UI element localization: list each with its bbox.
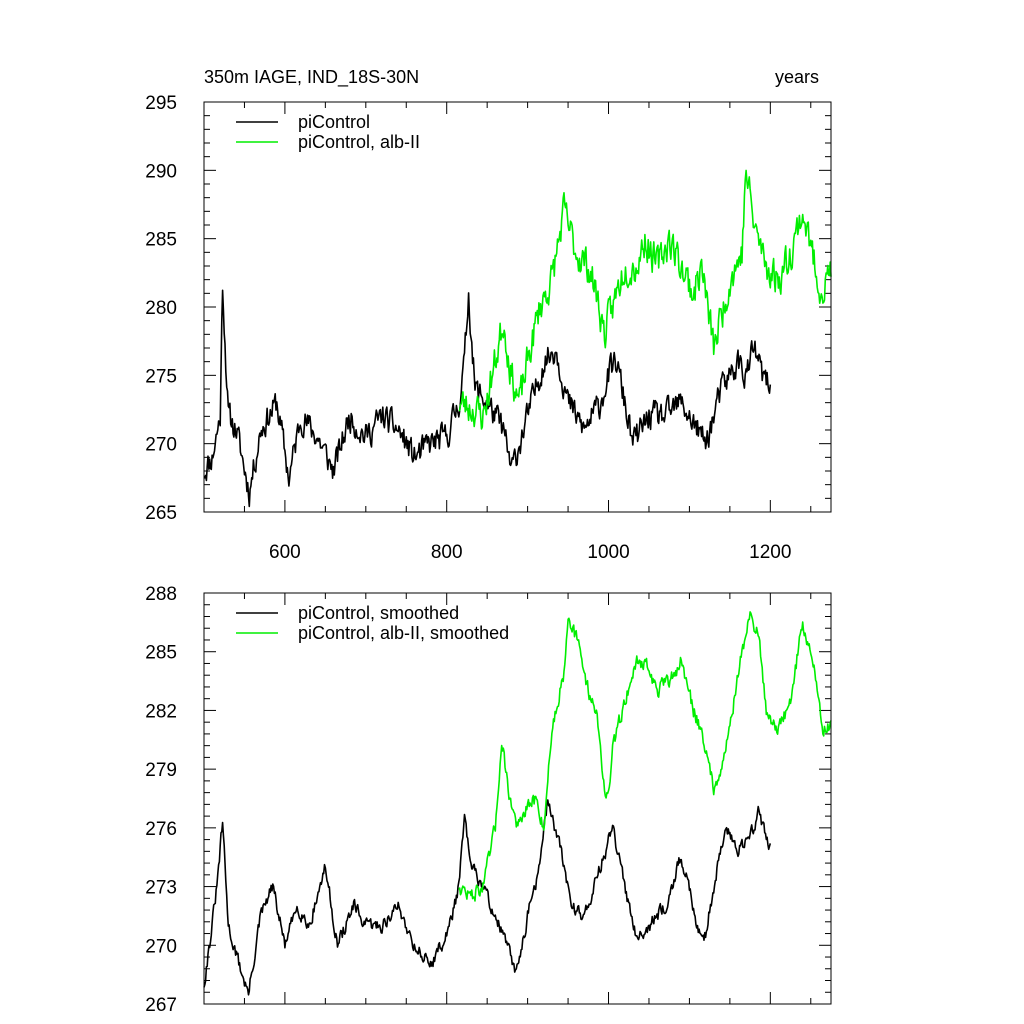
bottom-panel-frame bbox=[203, 592, 832, 1005]
legend-label-0: piControl bbox=[298, 112, 370, 132]
top-panel-frame bbox=[203, 101, 832, 513]
legend-label-0: piControl, smoothed bbox=[298, 603, 459, 623]
x-tick-label: 800 bbox=[431, 542, 463, 563]
legend-label-1: piControl, alb-II bbox=[298, 132, 420, 152]
x-tick-label: 1000 bbox=[587, 542, 629, 563]
y-tick-label: 275 bbox=[145, 366, 177, 387]
y-tick-label: 273 bbox=[145, 878, 177, 899]
y-tick-label: 288 bbox=[145, 584, 177, 605]
bottom-panel: 267 270 273 276 279 282 285 288 piControl, smoo… bbox=[145, 584, 832, 1016]
y-tick-label: 267 bbox=[145, 995, 177, 1016]
y-tick-label: 279 bbox=[145, 760, 177, 781]
series-line-1 bbox=[458, 611, 832, 902]
y-tick-label: 282 bbox=[145, 701, 177, 722]
top-panel-ticks: 265 270 275 280 285 290 295 600 800 1000 1200 bbox=[145, 93, 831, 563]
top-panel-title-right: years bbox=[775, 67, 819, 87]
top-panel-title-left: 350m IAGE, IND_18S-30N bbox=[204, 67, 419, 88]
y-tick-label: 290 bbox=[145, 161, 177, 182]
y-tick-label: 276 bbox=[145, 819, 177, 840]
y-tick-label: 265 bbox=[145, 503, 177, 524]
y-tick-label: 270 bbox=[145, 435, 177, 456]
top-panel-series bbox=[203, 169, 832, 508]
series-line-1 bbox=[458, 169, 832, 430]
y-tick-label: 285 bbox=[145, 230, 177, 251]
y-tick-label: 285 bbox=[145, 643, 177, 664]
x-tick-label: 1200 bbox=[749, 542, 791, 563]
bottom-panel-ticks: 267 270 273 276 279 282 285 288 bbox=[145, 584, 831, 1016]
y-tick-label: 280 bbox=[145, 298, 177, 319]
bottom-panel-series bbox=[203, 611, 832, 996]
y-tick-label: 270 bbox=[145, 936, 177, 957]
y-tick-label: 295 bbox=[145, 93, 177, 114]
top-panel: 350m IAGE, IND_18S-30N years 265 270 275 28… bbox=[145, 67, 832, 563]
legend-label-1: piControl, alb-II, smoothed bbox=[298, 623, 509, 643]
series-line-0 bbox=[203, 799, 772, 996]
x-tick-label: 600 bbox=[269, 542, 301, 563]
